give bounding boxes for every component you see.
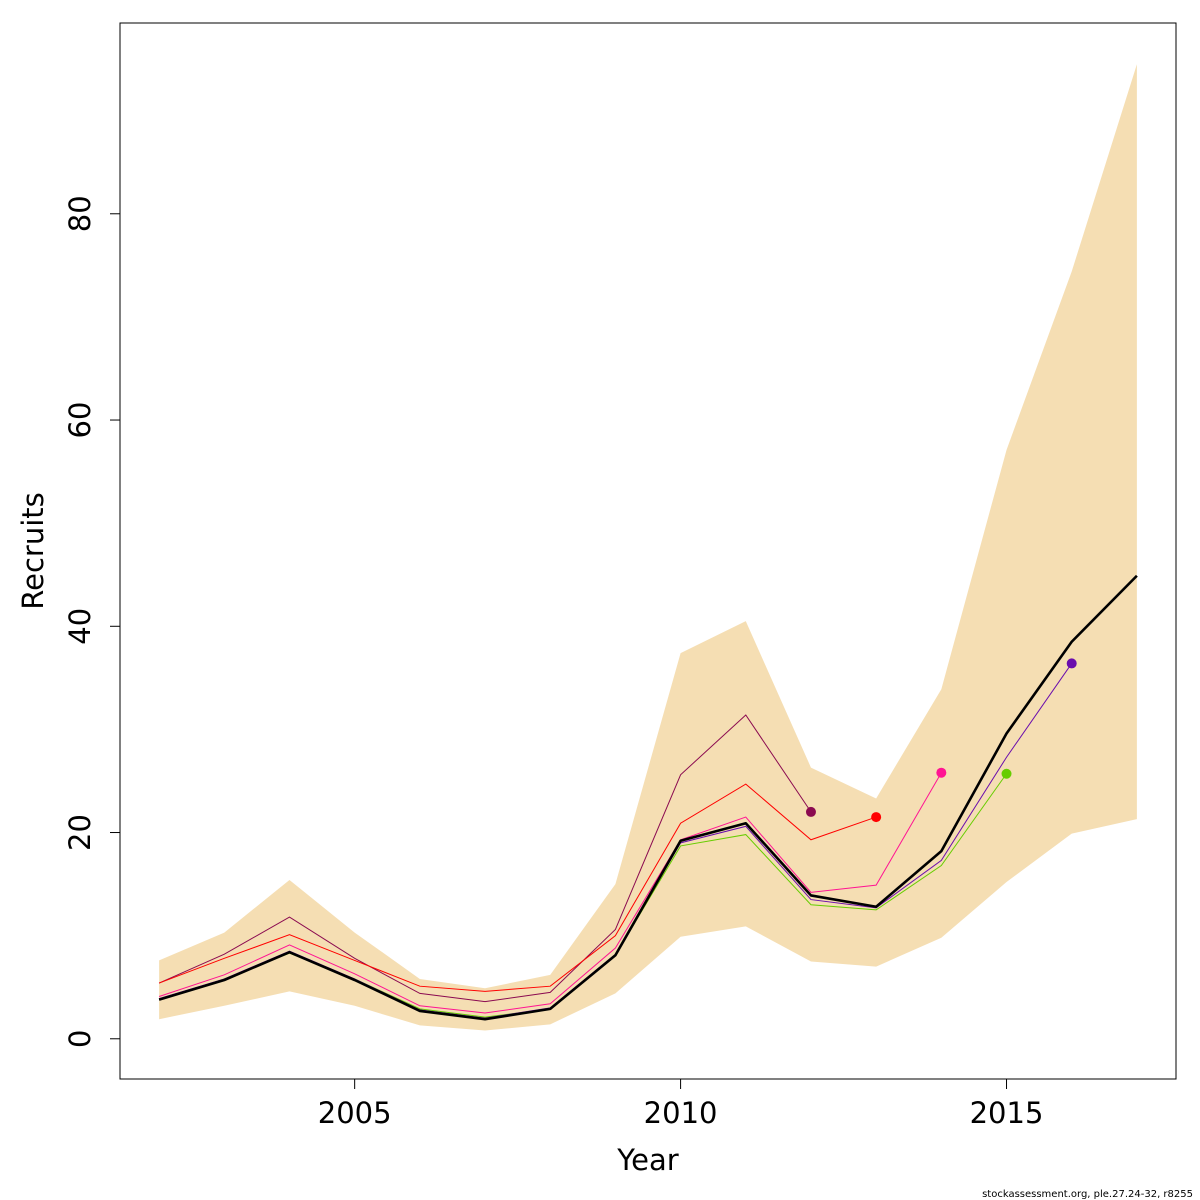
retro-series-line-3 xyxy=(158,772,942,1014)
y-tick-label-20: 20 xyxy=(63,814,97,851)
x-tick-label-2015: 2015 xyxy=(970,1096,1044,1130)
x-axis: 2005 2010 2015 xyxy=(318,1078,1044,1130)
retro-series-endpoint-3 xyxy=(936,767,947,778)
series-layer xyxy=(158,574,1138,1021)
retro-series-endpoint-4 xyxy=(1001,768,1012,779)
y-axis-label: Recruits xyxy=(16,492,50,609)
y-axis: 0 20 40 60 80 xyxy=(63,195,121,1048)
credit-text: stockassessment.org, ple.27.24-32, r8255 xyxy=(982,1189,1193,1200)
confidence-band xyxy=(159,64,1137,1031)
main-estimate-line xyxy=(158,574,1138,1021)
endpoint-markers-layer xyxy=(805,658,1077,823)
y-tick-label-60: 60 xyxy=(63,402,97,439)
retro-series-endpoint-5 xyxy=(1066,658,1077,669)
x-axis-label: Year xyxy=(616,1143,678,1177)
x-tick-label-2010: 2010 xyxy=(644,1096,718,1130)
y-tick-label-80: 80 xyxy=(63,195,97,232)
x-tick-label-2005: 2005 xyxy=(318,1096,392,1130)
retro-series-line-1 xyxy=(158,714,812,1003)
y-tick-label-0: 0 xyxy=(63,1030,97,1048)
retro-series-endpoint-2 xyxy=(871,812,882,823)
retro-series-endpoint-1 xyxy=(805,806,816,817)
retro-series-line-2 xyxy=(158,783,877,992)
confidence-band-layer xyxy=(159,64,1137,1031)
y-tick-label-40: 40 xyxy=(63,608,97,645)
